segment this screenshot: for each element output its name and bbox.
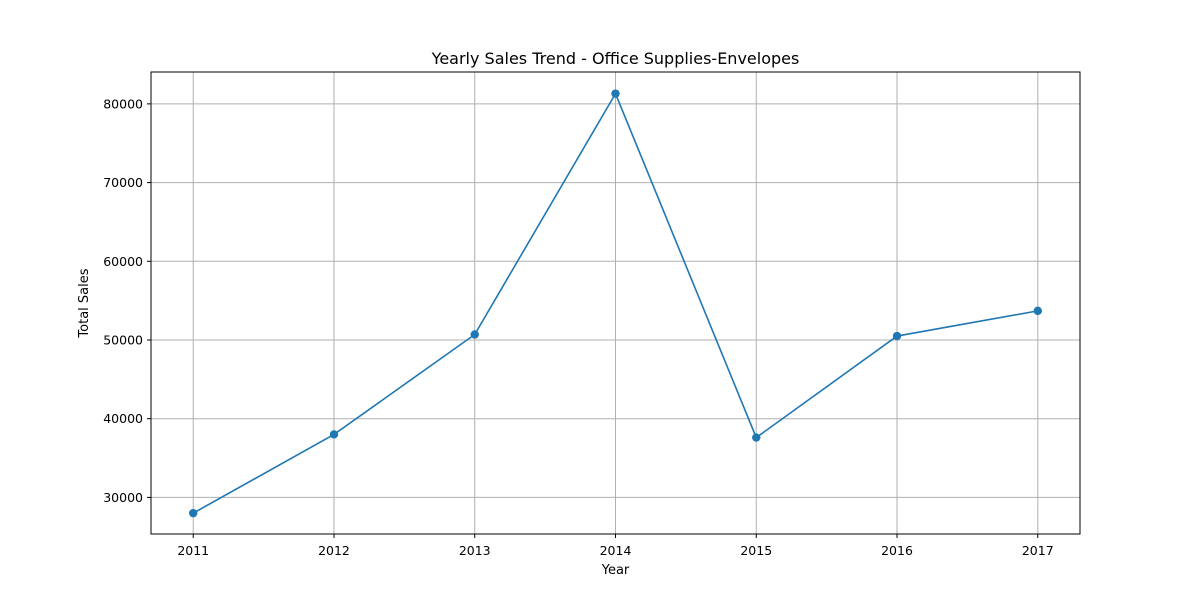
series-layer [189,89,1042,518]
x-tick-label: 2015 [740,543,772,558]
y-tick-label: 60000 [103,254,143,269]
x-tick-label: 2017 [1022,543,1054,558]
x-tick-label: 2016 [881,543,913,558]
x-axis-label: Year [601,563,630,578]
gridlines [151,72,1080,534]
data-point [189,508,198,518]
x-tick-label: 2011 [177,543,209,558]
data-point [470,330,479,339]
data-point [752,433,761,442]
y-tick-label: 50000 [103,332,143,347]
y-tick-label: 70000 [103,175,143,190]
x-tick-label: 2012 [318,543,350,558]
ticks: 2011 2012 2013 2014 2015 2016 2017 30000 40000 50… [103,96,1053,558]
data-point [892,331,902,341]
y-tick-label: 40000 [103,411,143,426]
y-tick-label: 80000 [103,96,143,111]
x-tick-label: 2014 [600,543,632,558]
y-axis-label: Total Sales [77,268,92,338]
data-point [611,89,620,98]
x-tick-label: 2013 [459,543,491,558]
data-point [1033,306,1042,316]
data-point [329,430,339,439]
y-tick-label: 30000 [103,490,143,505]
chart-title: Yearly Sales Trend - Office Supplies-Env… [431,49,800,68]
